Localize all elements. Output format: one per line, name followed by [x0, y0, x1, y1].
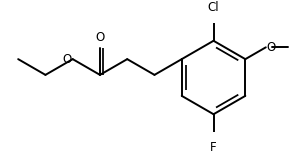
Text: O: O	[62, 53, 72, 66]
Text: F: F	[210, 141, 217, 154]
Text: O: O	[95, 31, 105, 44]
Text: Cl: Cl	[208, 1, 219, 14]
Text: O: O	[267, 41, 276, 54]
